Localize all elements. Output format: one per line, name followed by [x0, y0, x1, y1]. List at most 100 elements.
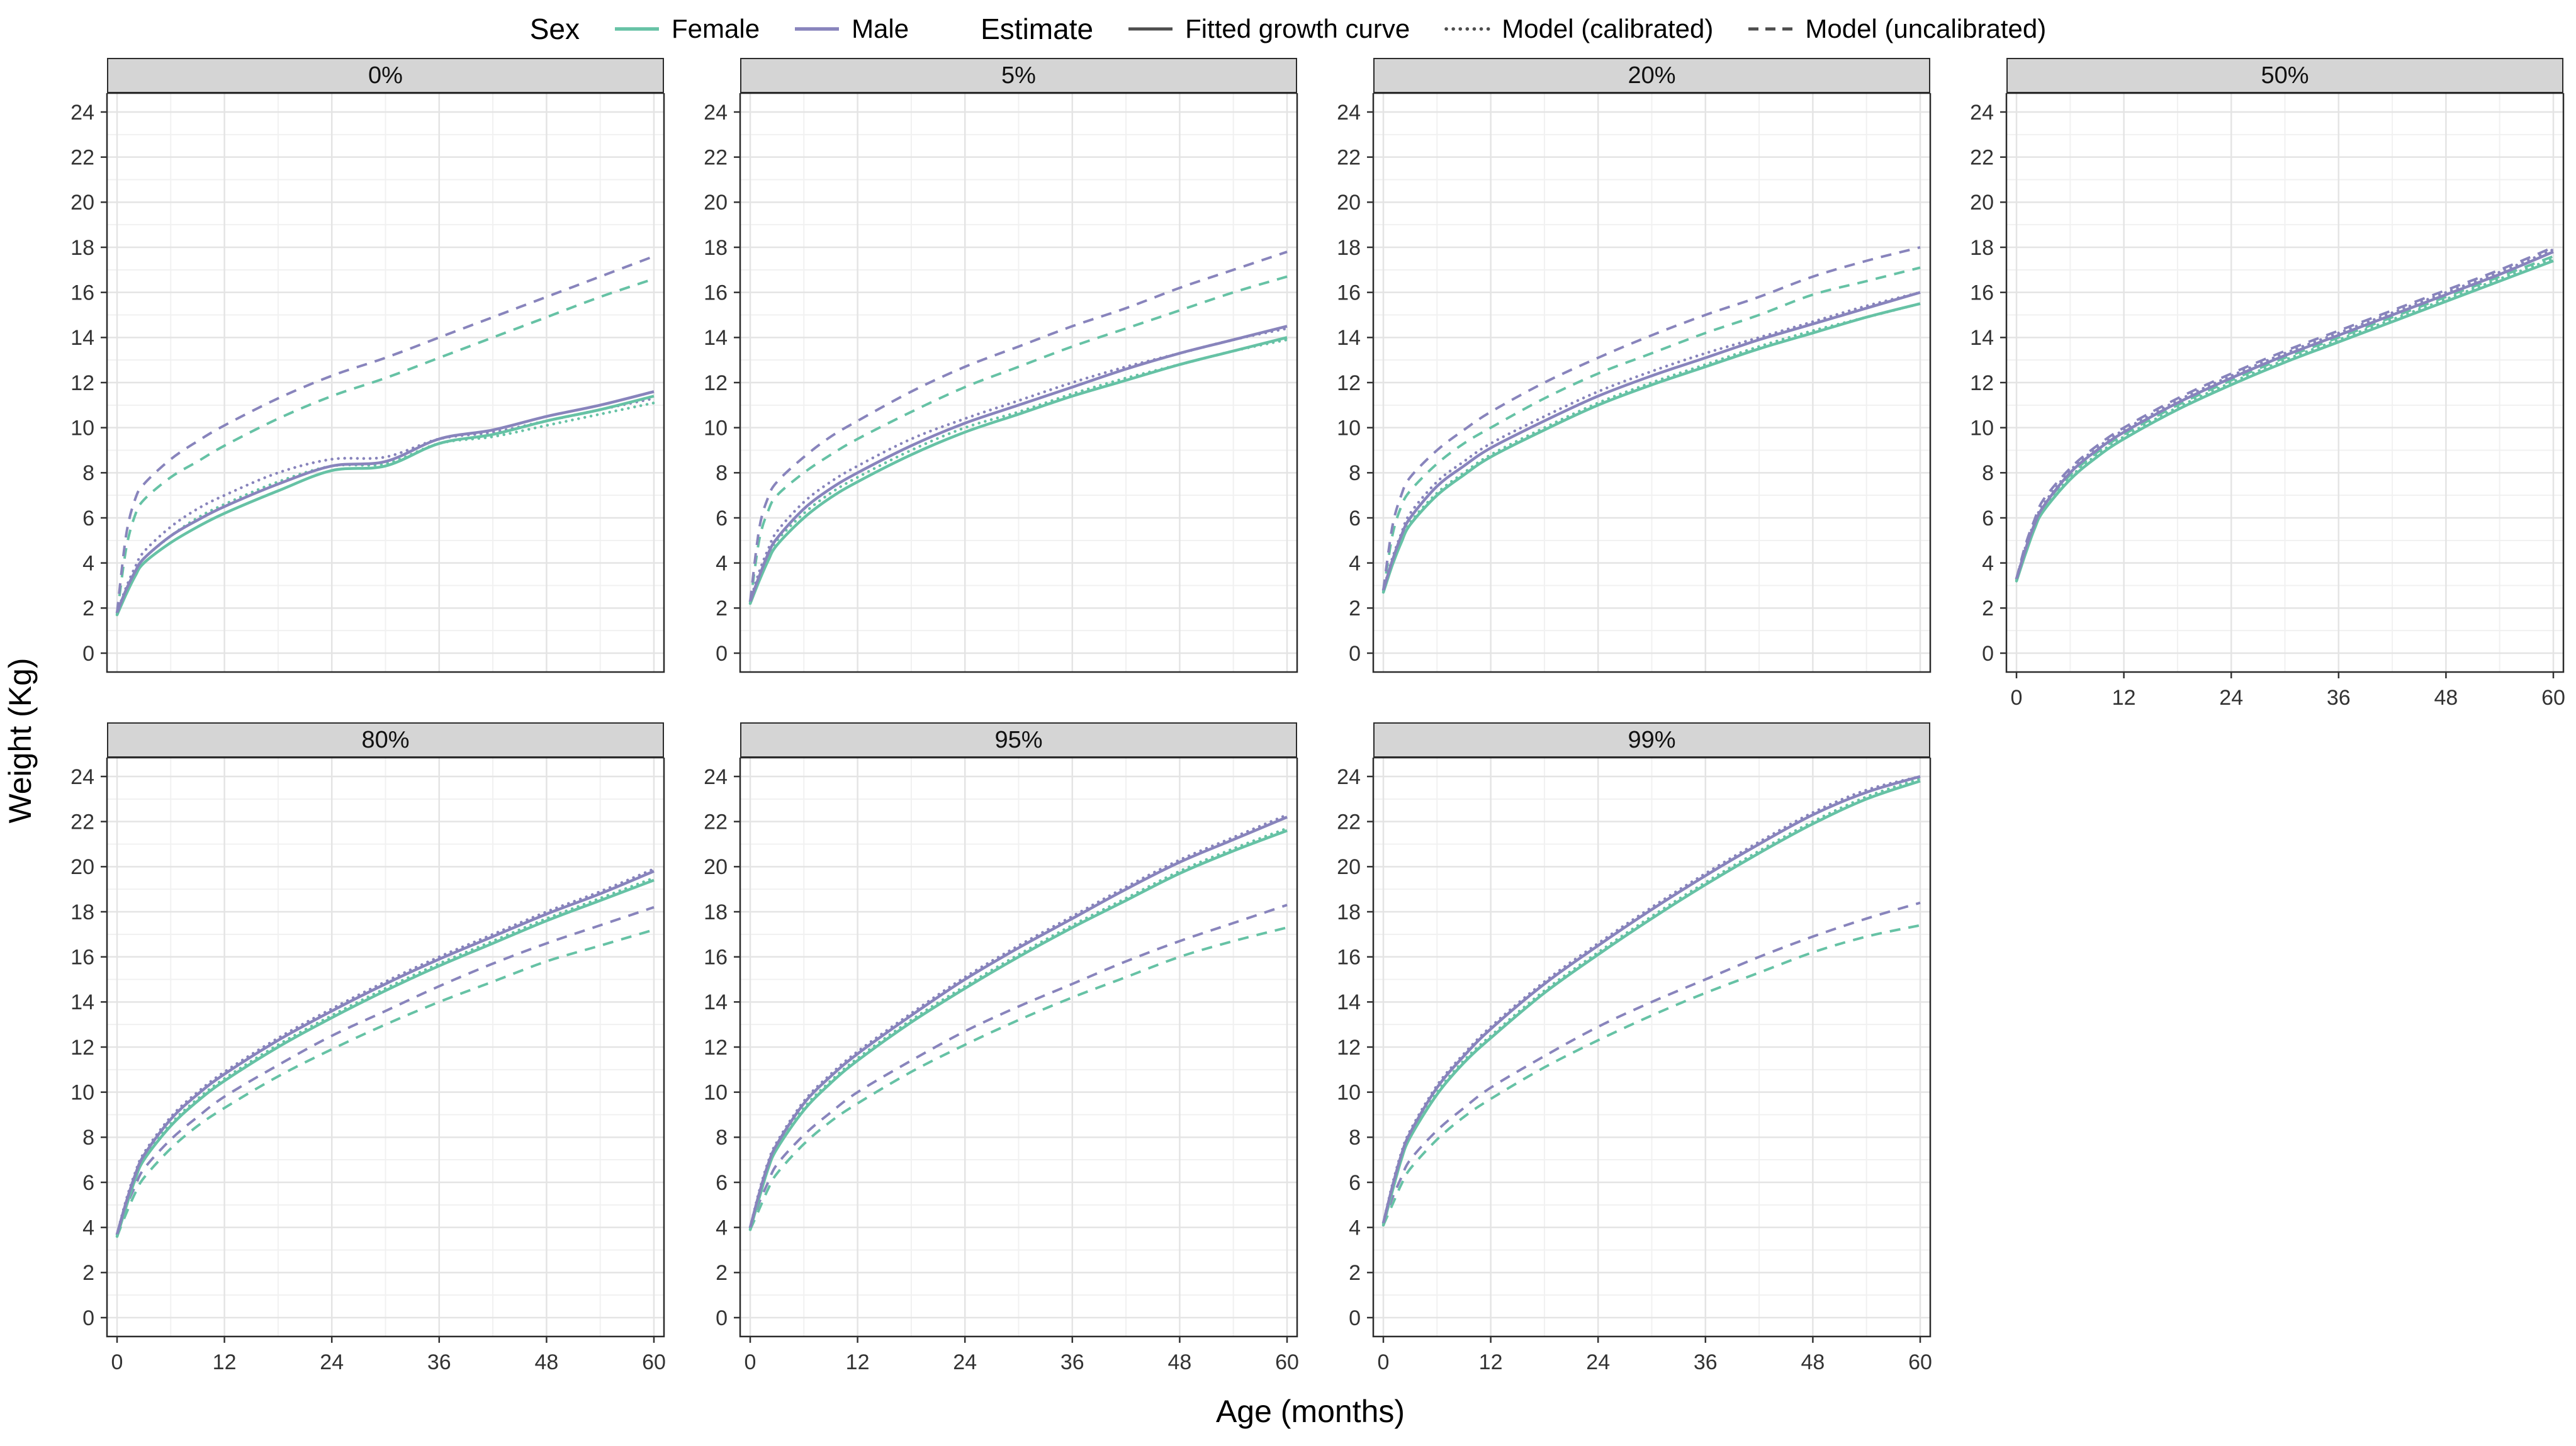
male-line-swatch: [795, 27, 840, 31]
legend-item-uncalibrated: Model (uncalibrated): [1747, 14, 2046, 44]
svg-text:10: 10: [70, 417, 94, 440]
curve-male-calibrated: [1381, 291, 1922, 591]
svg-text:48: 48: [1167, 1350, 1191, 1374]
gridlines: [740, 93, 1297, 672]
svg-text:8: 8: [716, 1126, 728, 1150]
curve-female-calibrated: [1381, 302, 1922, 594]
legend-label-male: Male: [852, 14, 909, 43]
svg-text:22: 22: [1970, 146, 1994, 170]
svg-text:10: 10: [1970, 417, 1994, 440]
curve-male-fitted: [1381, 775, 1921, 1224]
svg-text:16: 16: [1337, 946, 1361, 970]
svg-text:6: 6: [82, 1171, 94, 1195]
curve-male-uncalibrated: [749, 250, 1288, 602]
curves: [748, 250, 1289, 605]
facet-strip: 50%: [2006, 58, 2563, 93]
x-axis-ticks: 0 12 24 36 48 60: [111, 1337, 666, 1374]
svg-text:4: 4: [1349, 1216, 1361, 1240]
svg-text:22: 22: [704, 146, 728, 170]
svg-text:16: 16: [1337, 281, 1361, 305]
svg-text:24: 24: [1586, 1350, 1610, 1374]
svg-text:36: 36: [1694, 1350, 1718, 1374]
curve-male-uncalibrated: [2015, 246, 2554, 580]
svg-text:12: 12: [704, 1036, 728, 1060]
curve-male-fitted: [748, 815, 1288, 1228]
svg-text:10: 10: [1337, 417, 1361, 440]
svg-text:0: 0: [2011, 686, 2023, 710]
legend-label-calibrated: Model (calibrated): [1502, 14, 1714, 43]
facet-strip: 5%: [740, 58, 1297, 93]
facet-grid: 0% 0 2 4 6 8 10 12 14 16 18 20 22 24 5% 0 2 4 6 8 10 12 14 16 18…: [44, 58, 2576, 1387]
svg-text:18: 18: [704, 900, 728, 924]
curve-female-fitted: [115, 395, 655, 615]
curve-male-fitted: [115, 870, 655, 1235]
svg-text:8: 8: [82, 1126, 94, 1150]
svg-text:24: 24: [1970, 101, 1994, 125]
curve-female-fitted: [115, 878, 655, 1237]
svg-text:60: 60: [1275, 1350, 1299, 1374]
svg-text:0: 0: [82, 1306, 94, 1330]
svg-text:24: 24: [70, 101, 94, 125]
svg-text:24: 24: [1337, 101, 1361, 125]
svg-text:0: 0: [1378, 1350, 1390, 1374]
svg-text:14: 14: [1337, 326, 1361, 350]
dashed-line-swatch: [1748, 27, 1793, 31]
curve-female-uncalibrated: [1382, 924, 1921, 1226]
svg-text:12: 12: [70, 1036, 94, 1060]
facet-strip: 0%: [107, 58, 664, 93]
svg-text:6: 6: [1349, 1171, 1361, 1195]
x-axis-ticks: 0 12 24 36 48 60: [2011, 672, 2565, 710]
curve-male-fitted: [1381, 291, 1921, 591]
svg-text:36: 36: [1060, 1350, 1084, 1374]
x-axis-title: Age (months): [1215, 1394, 1405, 1429]
curves: [2015, 246, 2555, 583]
svg-text:12: 12: [213, 1350, 237, 1374]
facet-cell: 80% 0 2 4 6 8 10 12 14 16 18 20 22 24 0 12 24 36 48 60: [44, 722, 677, 1387]
svg-text:20: 20: [1337, 855, 1361, 879]
curve-female-uncalibrated: [116, 928, 655, 1237]
svg-text:20: 20: [70, 855, 94, 879]
svg-text:14: 14: [1970, 326, 1994, 350]
svg-text:18: 18: [1337, 236, 1361, 260]
curve-male-fitted: [115, 390, 655, 614]
svg-text:8: 8: [82, 461, 94, 485]
svg-text:4: 4: [82, 1216, 94, 1240]
svg-text:48: 48: [534, 1350, 558, 1374]
svg-text:10: 10: [704, 417, 728, 440]
legend-label-uncalibrated: Model (uncalibrated): [1805, 14, 2047, 43]
legend-item-male: Male: [794, 14, 909, 44]
svg-text:22: 22: [70, 810, 94, 834]
svg-text:14: 14: [70, 990, 94, 1014]
svg-text:0: 0: [1982, 642, 1994, 666]
svg-text:2: 2: [1349, 1261, 1361, 1285]
legend-item-female: Female: [614, 14, 760, 44]
svg-text:6: 6: [82, 507, 94, 530]
svg-text:14: 14: [704, 326, 728, 350]
svg-text:8: 8: [1349, 1126, 1361, 1150]
svg-text:6: 6: [716, 507, 728, 530]
svg-text:36: 36: [427, 1350, 451, 1374]
svg-text:8: 8: [1349, 461, 1361, 485]
curve-male-uncalibrated: [1382, 246, 1921, 590]
svg-text:14: 14: [704, 990, 728, 1014]
svg-text:12: 12: [846, 1350, 870, 1374]
svg-text:4: 4: [1982, 552, 1994, 576]
svg-text:24: 24: [704, 765, 728, 789]
svg-text:0: 0: [716, 1306, 728, 1330]
svg-text:2: 2: [716, 1261, 728, 1285]
svg-text:2: 2: [82, 597, 94, 620]
svg-text:24: 24: [2219, 686, 2243, 710]
curve-female-fitted: [748, 336, 1288, 605]
legend-item-calibrated: Model (calibrated): [1444, 14, 1713, 44]
curve-female-uncalibrated: [749, 926, 1288, 1231]
facet-strip: 80%: [107, 722, 664, 758]
svg-text:2: 2: [82, 1261, 94, 1285]
svg-text:8: 8: [716, 461, 728, 485]
svg-text:12: 12: [704, 371, 728, 395]
